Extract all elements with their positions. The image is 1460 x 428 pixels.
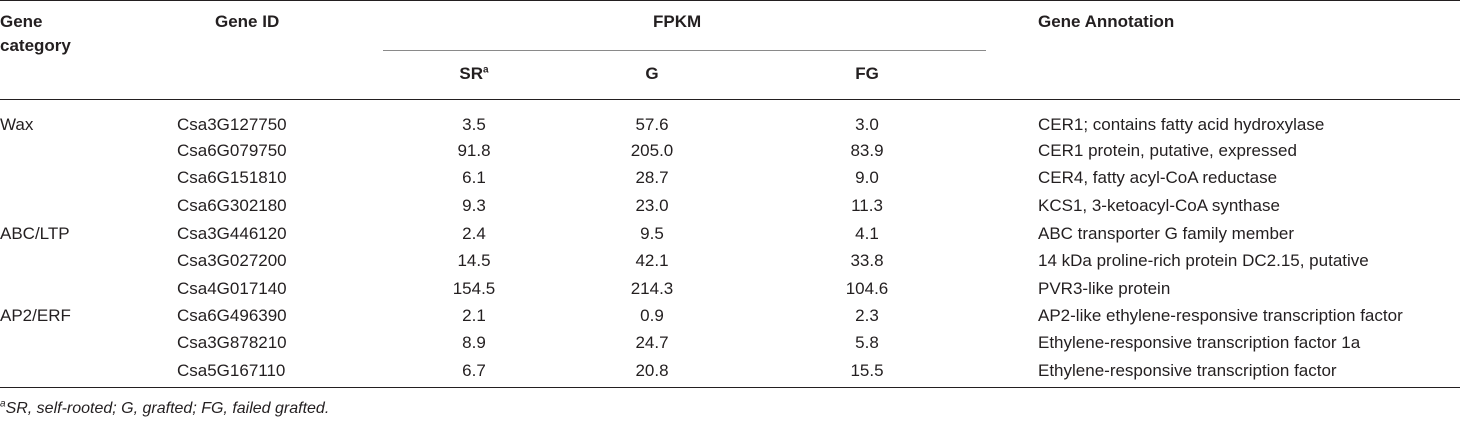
header-rule — [0, 99, 1460, 100]
cell-sr: 8.9 — [462, 333, 486, 352]
table-row: Csa5G167110 6.7 20.8 15.5 Ethylene-respo… — [0, 359, 1460, 385]
cell-annotation: Ethylene-responsive transcription factor… — [1038, 333, 1361, 352]
cell-g: 28.7 — [635, 168, 669, 187]
cell-annotation: CER1 protein, putative, expressed — [1038, 141, 1297, 160]
bottom-rule — [0, 387, 1460, 388]
cell-g: 23.0 — [635, 196, 669, 215]
cell-annotation: CER4, fatty acyl-CoA reductase — [1038, 168, 1278, 187]
cell-category: Wax — [0, 115, 34, 134]
cell-gene-id: Csa3G878210 — [177, 333, 287, 352]
cell-gene-id: Csa6G302180 — [177, 196, 287, 215]
table-row: Wax Csa3G127750 3.5 57.6 3.0 CER1; conta… — [0, 113, 1460, 139]
cell-g: 214.3 — [630, 279, 674, 298]
cell-annotation: CER1; contains fatty acid hydroxylase — [1038, 115, 1325, 134]
cell-gene-id: Csa6G079750 — [177, 141, 287, 160]
header-fg: FG — [855, 64, 879, 83]
cell-g: 24.7 — [635, 333, 669, 352]
cell-fg: 33.8 — [850, 251, 884, 270]
cell-fg: 15.5 — [850, 361, 884, 380]
cell-sr: 14.5 — [457, 251, 491, 270]
cell-fg: 5.8 — [855, 333, 879, 352]
cell-gene-id: Csa6G496390 — [177, 306, 287, 325]
table-row: Csa3G027200 14.5 42.1 33.8 14 kDa prolin… — [0, 249, 1460, 275]
cell-annotation: Ethylene-responsive transcription factor — [1038, 361, 1337, 380]
table-row: ABC/LTP Csa3G446120 2.4 9.5 4.1 ABC tran… — [0, 222, 1460, 248]
cell-fg: 83.9 — [850, 141, 884, 160]
header-gene-id: Gene ID — [215, 12, 280, 31]
cell-g: 9.5 — [640, 224, 664, 243]
table-row: AP2/ERF Csa6G496390 2.1 0.9 2.3 AP2-like… — [0, 304, 1460, 330]
cell-gene-id: Csa4G017140 — [177, 279, 287, 298]
cell-sr: 3.5 — [462, 115, 486, 134]
cell-sr: 154.5 — [452, 279, 496, 298]
table-row: Csa6G079750 91.8 205.0 83.9 CER1 protein… — [0, 139, 1460, 165]
cell-fg: 11.3 — [851, 196, 883, 215]
cell-gene-id: Csa3G446120 — [177, 224, 287, 243]
cell-fg: 9.0 — [855, 168, 879, 187]
cell-g: 20.8 — [635, 361, 669, 380]
header-sr-sup: a — [483, 64, 489, 76]
cell-sr: 6.7 — [462, 361, 486, 380]
cell-gene-id: Csa6G151810 — [177, 168, 287, 187]
cell-annotation: PVR3-like protein — [1038, 279, 1171, 298]
table-row: Csa3G878210 8.9 24.7 5.8 Ethylene-respon… — [0, 331, 1460, 357]
cell-fg: 4.1 — [855, 224, 879, 243]
header-gene-category: Gene category — [0, 12, 71, 55]
table-footnote: aSR, self-rooted; G, grafted; FG, failed… — [0, 398, 329, 420]
cell-annotation: KCS1, 3-ketoacyl-CoA synthase — [1038, 196, 1280, 215]
cell-fg: 2.3 — [855, 306, 879, 325]
cell-category: AP2/ERF — [0, 306, 71, 325]
cell-sr: 2.1 — [462, 306, 486, 325]
cell-fg: 3.0 — [855, 115, 879, 134]
cell-fg: 104.6 — [845, 279, 889, 298]
top-rule — [0, 0, 1460, 1]
cell-sr: 6.1 — [462, 168, 486, 187]
cell-sr: 91.8 — [457, 141, 491, 160]
fpkm-underline — [383, 50, 986, 51]
header-fpkm: FPKM — [653, 12, 702, 31]
cell-g: 57.6 — [635, 115, 669, 134]
cell-gene-id: Csa3G127750 — [177, 115, 287, 134]
cell-gene-id: Csa3G027200 — [177, 251, 287, 270]
cell-sr: 9.3 — [462, 196, 486, 215]
cell-g: 205.0 — [630, 141, 674, 160]
cell-category: ABC/LTP — [0, 224, 70, 243]
table-row: Csa6G302180 9.3 23.0 11.3 KCS1, 3-ketoac… — [0, 194, 1460, 220]
cell-annotation: ABC transporter G family member — [1038, 224, 1295, 243]
header-sr-label: SR — [459, 64, 484, 83]
table-row: Csa6G151810 6.1 28.7 9.0 CER4, fatty acy… — [0, 166, 1460, 192]
header-sr: SRa — [414, 62, 534, 86]
cell-annotation: 14 kDa proline-rich protein DC2.15, puta… — [1038, 251, 1369, 270]
header-g: G — [645, 64, 659, 83]
cell-g: 42.1 — [635, 251, 669, 270]
footnote-text: SR, self-rooted; G, grafted; FG, failed … — [5, 400, 330, 417]
cell-annotation: AP2-like ethylene-responsive transcripti… — [1038, 306, 1403, 325]
footnote-marker: a — [0, 398, 6, 410]
header-annotation: Gene Annotation — [1038, 12, 1175, 31]
cell-g: 0.9 — [640, 306, 664, 325]
cell-sr: 2.4 — [462, 224, 486, 243]
table-row: Csa4G017140 154.5 214.3 104.6 PVR3-like … — [0, 277, 1460, 303]
cell-gene-id: Csa5G167110 — [177, 361, 286, 380]
